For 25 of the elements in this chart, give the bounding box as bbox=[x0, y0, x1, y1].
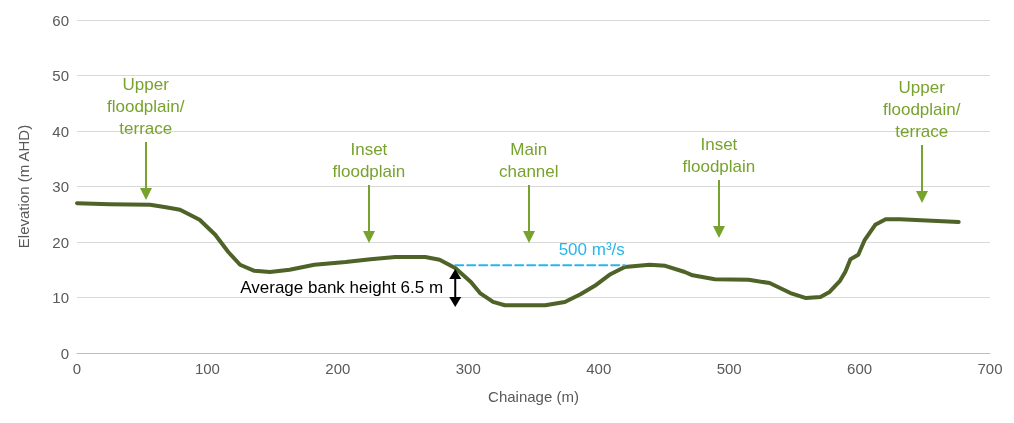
annotation: Average bank height 6.5 m bbox=[240, 277, 444, 300]
y-tick-label: 0 bbox=[60, 344, 69, 362]
x-tick-label: 300 bbox=[455, 360, 481, 377]
annotation: Main channel bbox=[499, 139, 559, 183]
annotation: Inset floodplain bbox=[682, 134, 756, 178]
x-axis-title: Chainage (m) bbox=[488, 388, 579, 405]
y-tick-label: 60 bbox=[52, 11, 69, 29]
y-tick-label: 30 bbox=[52, 178, 69, 195]
x-tick-label: 400 bbox=[586, 360, 612, 377]
x-tick-label: 0 bbox=[72, 360, 82, 377]
series-label: 500 m³/s bbox=[558, 240, 625, 260]
annotation: Upper floodplain/ terrace bbox=[107, 74, 185, 140]
y-tick-label: 40 bbox=[52, 122, 69, 140]
line-series bbox=[75, 201, 961, 308]
y-tick-label: 50 bbox=[52, 67, 69, 84]
x-tick-label: 200 bbox=[325, 360, 351, 377]
annotation: Upper floodplain/ terrace bbox=[883, 77, 961, 143]
y-axis-title: Elevation (m AHD) bbox=[15, 124, 32, 249]
x-tick-label: 600 bbox=[847, 360, 873, 377]
annotation: Inset floodplain bbox=[332, 139, 406, 183]
y-tick-label: 10 bbox=[52, 289, 69, 306]
x-tick-label: 100 bbox=[194, 360, 220, 377]
x-tick-label: 700 bbox=[977, 360, 1003, 377]
x-tick-label: 500 bbox=[716, 360, 742, 377]
y-tick-label: 20 bbox=[52, 233, 69, 251]
